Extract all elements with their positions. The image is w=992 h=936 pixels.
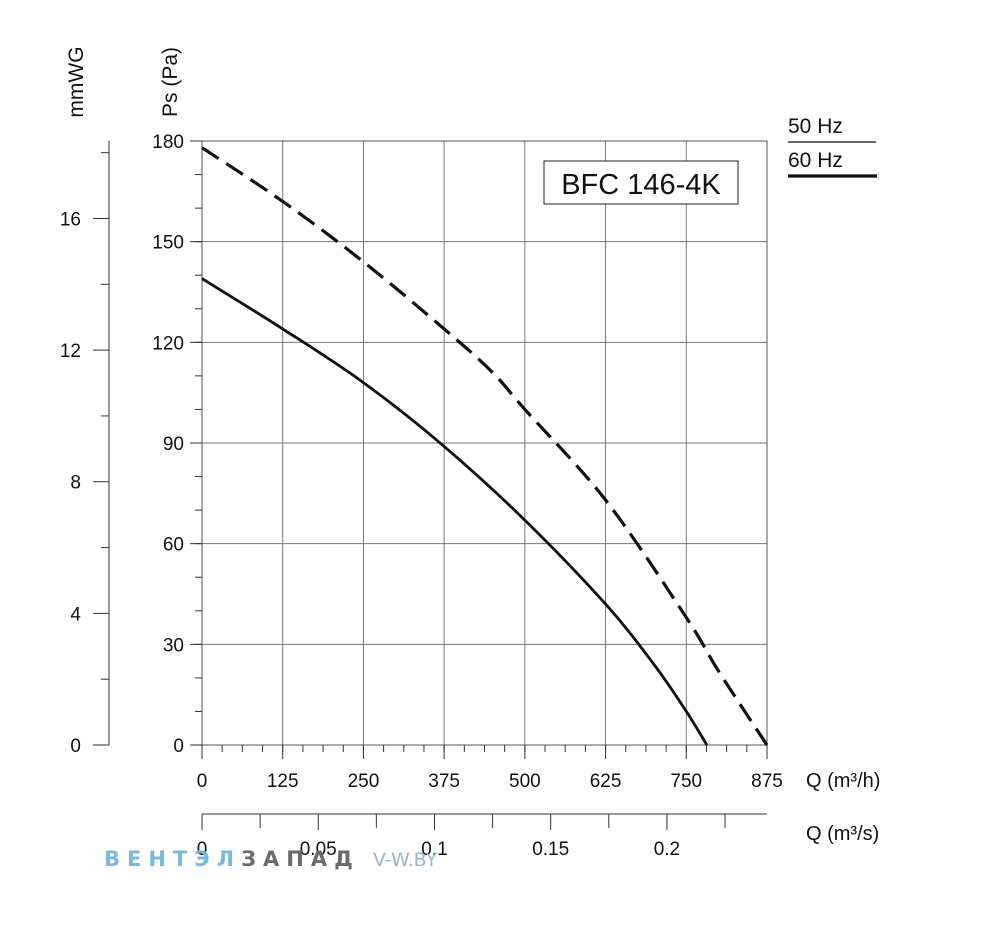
y-tick-label: 0 xyxy=(173,736,184,757)
chart-title-box: BFC 146-4K xyxy=(543,160,739,205)
y-tick-label: 30 xyxy=(163,635,184,656)
grid-lines xyxy=(202,141,767,745)
svg-text:ВЕНТЭЛЗАПАД: ВЕНТЭЛЗАПАД xyxy=(104,847,360,871)
chart-title: BFC 146-4K xyxy=(561,169,721,201)
x2-tick-label: 0 xyxy=(197,839,208,860)
x2-tick-label: 0.15 xyxy=(532,839,569,860)
legend: 50 Hz 60 Hz xyxy=(788,115,877,178)
y2-tick-label: 8 xyxy=(70,473,81,494)
x-tick-label: 375 xyxy=(428,771,460,792)
y-tick-label: 120 xyxy=(152,333,184,354)
x-axis-m3s: 0 0.05 0.1 0.15 0.2 xyxy=(197,813,767,860)
x-axis-title: Q (m³/h) xyxy=(806,770,880,792)
x-tick-label: 500 xyxy=(509,771,541,792)
watermark-site: V-W.BY xyxy=(373,849,438,871)
y-axis-mmwg: 0 4 8 12 16 xyxy=(60,141,110,757)
series-line-60-hz xyxy=(201,146,769,746)
x-tick-label: 750 xyxy=(670,771,702,792)
y2-tick-label: 12 xyxy=(60,341,81,362)
x-tick-label: 125 xyxy=(267,771,299,792)
legend-label-60hz: 60 Hz xyxy=(788,149,843,172)
y-tick-label: 60 xyxy=(163,535,184,556)
x2-axis-title: Q (m³/s) xyxy=(806,823,879,845)
watermark-brand-part1: ВЕНТЭЛ xyxy=(104,847,241,871)
y2-tick-label: 0 xyxy=(70,736,81,757)
series-lines xyxy=(201,146,769,746)
y-tick-label: 90 xyxy=(163,434,184,455)
x2-tick-label: 0.05 xyxy=(300,839,337,860)
y2-tick-label: 4 xyxy=(70,604,81,625)
x-axis: 0 125 250 375 500 625 750 875 xyxy=(197,745,783,792)
y2-tick-label: 16 xyxy=(60,209,81,230)
x-tick-label: 875 xyxy=(751,771,783,792)
x-tick-label: 250 xyxy=(348,771,380,792)
watermark: ВЕНТЭЛЗАПАД V-W.BY xyxy=(104,847,438,871)
x2-tick-label: 0.2 xyxy=(654,839,680,860)
y-tick-label: 150 xyxy=(152,233,184,254)
y-tick-label: 180 xyxy=(152,132,184,153)
legend-label-50hz: 50 Hz xyxy=(788,115,843,138)
y2-axis-title: mmWG xyxy=(65,46,88,117)
series-line-50-hz xyxy=(201,277,709,746)
watermark-brand-part2: ЗАПАД xyxy=(241,847,360,871)
x-tick-label: 0 xyxy=(197,771,208,792)
y-axis: 0 30 60 90 120 150 180 xyxy=(152,132,202,757)
x-tick-label: 625 xyxy=(590,771,622,792)
y-axis-title: Ps (Pa) xyxy=(159,47,182,117)
x2-tick-label: 0.1 xyxy=(421,839,447,860)
